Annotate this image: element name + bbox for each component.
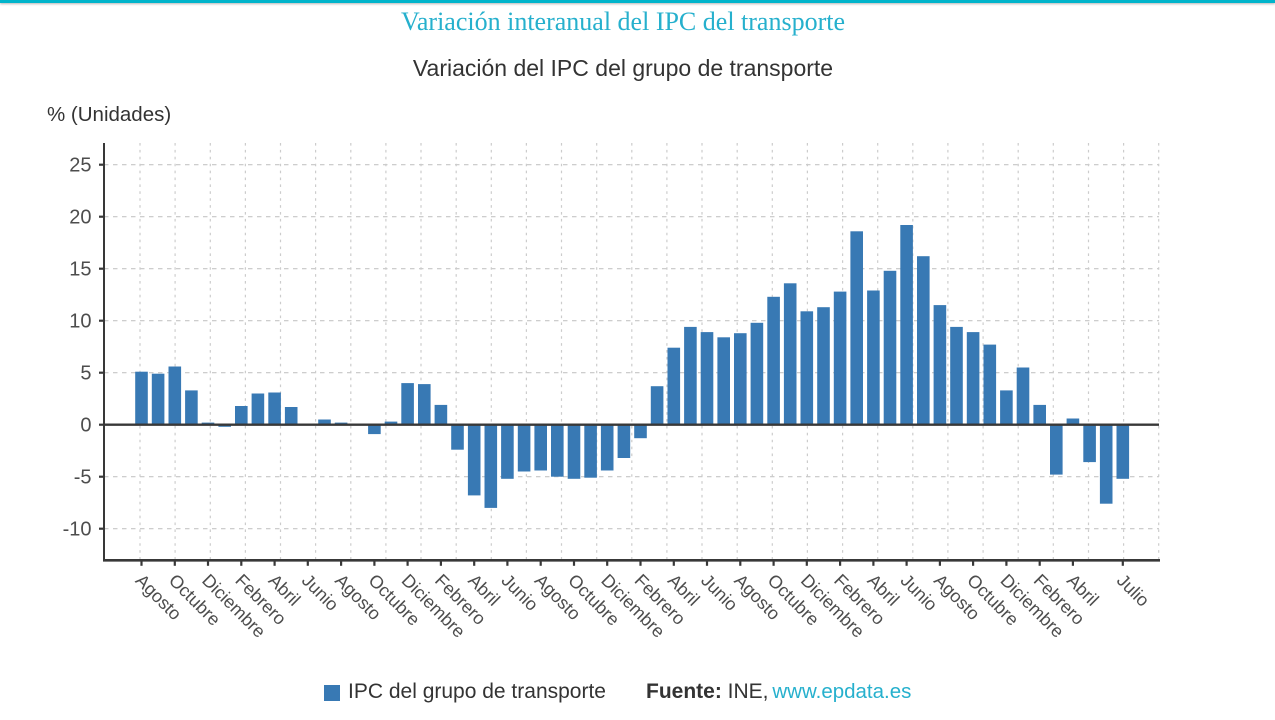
svg-text:5: 5: [80, 363, 91, 385]
svg-text:Julio: Julio: [1113, 570, 1153, 610]
svg-text:-5: -5: [74, 467, 92, 489]
svg-text:25: 25: [69, 155, 91, 177]
svg-text:-10: -10: [63, 519, 92, 541]
svg-text:20: 20: [69, 207, 91, 229]
svg-text:Junio: Junio: [897, 570, 942, 615]
svg-text:Junio: Junio: [298, 570, 343, 615]
svg-text:0: 0: [80, 415, 91, 437]
svg-text:Junio: Junio: [498, 570, 543, 615]
svg-text:10: 10: [69, 311, 91, 333]
svg-text:Junio: Junio: [697, 570, 742, 615]
svg-text:15: 15: [69, 259, 91, 281]
